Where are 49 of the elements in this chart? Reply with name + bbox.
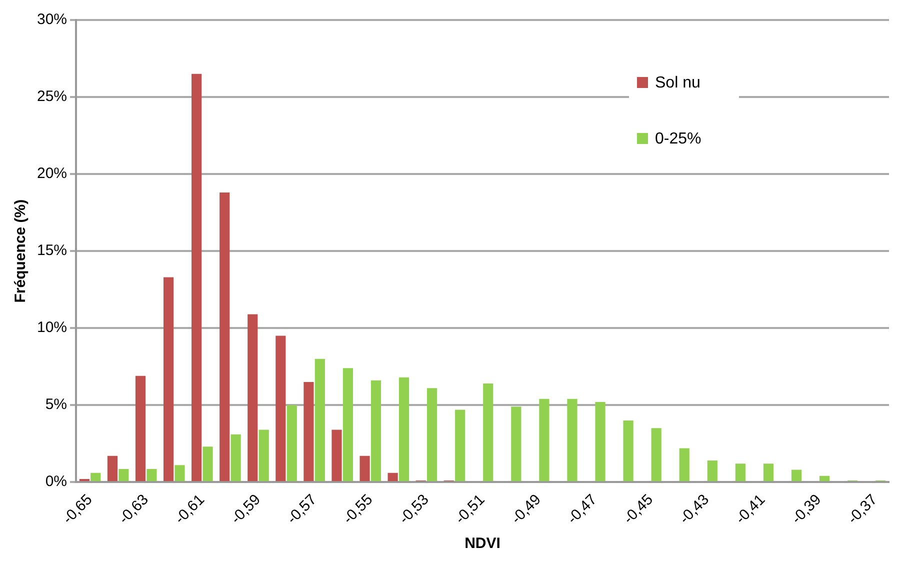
y-tick-label: 10% [36,319,68,336]
y-axis-title: Fréquence (%) [12,199,30,303]
y-tick-label: 20% [36,165,68,182]
bar [623,420,634,482]
bar [511,406,522,482]
bar [314,358,325,482]
x-axis-title: NDVI [464,535,500,552]
bar [370,380,382,482]
bar [398,377,410,482]
legend-label: 0-25% [655,130,702,148]
bar [174,465,185,482]
bar [651,428,662,482]
bar [107,456,118,482]
y-tick-label: 25% [36,88,68,106]
bar [455,410,466,482]
bar [735,464,746,482]
bar [220,192,230,482]
bar [388,472,398,482]
bar [286,405,297,482]
bar [360,456,370,482]
bar [791,470,802,482]
legend-label: Sol nu [655,74,700,92]
bar [304,382,314,482]
bar [427,388,438,482]
bar [707,460,718,482]
bar [539,398,550,482]
bar [819,476,830,482]
bar [567,398,578,482]
y-tick-label: 15% [36,242,68,260]
bar [230,434,241,482]
bar [118,469,129,482]
bar [332,430,342,482]
bar [146,469,157,482]
bar [192,74,202,482]
bar [163,277,174,482]
bar [135,376,146,482]
bar [276,336,286,482]
y-tick-label: 30% [36,11,68,28]
bar [595,402,606,482]
bar [90,472,101,482]
bar [342,368,353,482]
y-tick-label: 5% [45,396,68,414]
bar [763,464,774,482]
bar [248,314,258,482]
y-tick-label: 0% [45,473,68,490]
bar [483,384,494,482]
bar [679,448,690,482]
bar [202,446,213,482]
bar [258,430,269,482]
